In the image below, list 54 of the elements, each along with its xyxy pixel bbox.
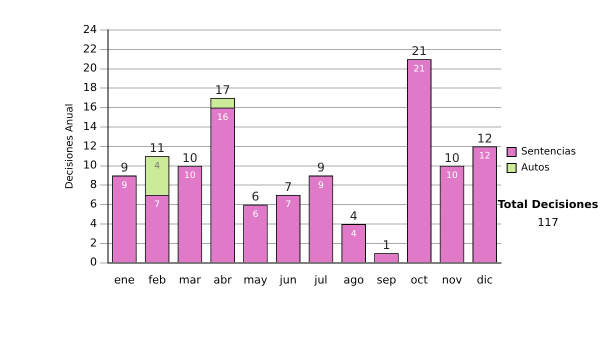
data-label: 6 xyxy=(252,210,259,220)
y-tick-label: 4 xyxy=(90,216,97,230)
total-label: 4 xyxy=(350,209,358,224)
y-axis-title: Decisiones Anual xyxy=(64,104,76,190)
total-label: 12 xyxy=(477,132,492,146)
x-tick-label: nov xyxy=(442,273,463,286)
y-tick-label: 6 xyxy=(90,197,97,210)
legend-label: Autos xyxy=(521,162,550,174)
x-tick-label: jun xyxy=(278,273,297,286)
y-tick-label: 8 xyxy=(90,178,97,192)
x-tick-label: ene xyxy=(114,273,135,286)
y-tick-label: 14 xyxy=(82,120,97,133)
y-tick-label: 0 xyxy=(90,256,97,269)
annotation: Total Decisiones xyxy=(498,198,599,211)
text: 117 xyxy=(538,216,558,229)
total-label: 21 xyxy=(412,44,427,58)
x-tick-label: ago xyxy=(343,273,364,286)
x-tick-label: abr xyxy=(214,273,232,286)
data-label: 4 xyxy=(350,229,357,240)
data-label: 9 xyxy=(122,180,128,191)
x-tick-label: dic xyxy=(476,273,493,286)
data-label: 21 xyxy=(414,64,425,74)
x-tick-label: mar xyxy=(178,273,202,286)
total-label: 11 xyxy=(150,141,165,156)
y-tick-label: 22 xyxy=(82,42,97,56)
x-tick-label: jul xyxy=(313,273,328,286)
legend-label: Sentencias xyxy=(521,146,576,158)
y-tick-label: 24 xyxy=(82,22,97,36)
data-label: 7 xyxy=(154,200,160,210)
total-label: 17 xyxy=(215,83,230,98)
data-label: 10 xyxy=(446,171,458,182)
data-label: 10 xyxy=(184,171,196,182)
total-label: 9 xyxy=(317,160,325,175)
y-tick-label: 12 xyxy=(82,139,97,152)
data-label: 12 xyxy=(479,152,490,162)
total-label: 10 xyxy=(444,150,460,165)
data-label: 4 xyxy=(154,161,160,172)
data-label: 9 xyxy=(318,180,324,191)
y-tick-label: 10 xyxy=(82,158,97,172)
y-tick-label: 2 xyxy=(90,236,97,250)
y-tick-label: 20 xyxy=(82,62,97,75)
total-label: 10 xyxy=(182,150,198,165)
x-tick-label: may xyxy=(243,273,268,286)
data-label: 16 xyxy=(216,112,229,123)
total-label: 7 xyxy=(284,180,292,194)
total-label: 6 xyxy=(252,190,260,204)
x-tick-label: sep xyxy=(376,273,396,286)
x-tick-label: oct xyxy=(410,273,428,286)
x-tick-label: feb xyxy=(148,273,166,286)
total-label: 9 xyxy=(120,160,128,175)
total-label: 1 xyxy=(382,238,390,252)
y-tick-label: 16 xyxy=(82,100,97,114)
y-tick-label: 18 xyxy=(82,81,97,94)
data-label: 7 xyxy=(285,200,292,210)
